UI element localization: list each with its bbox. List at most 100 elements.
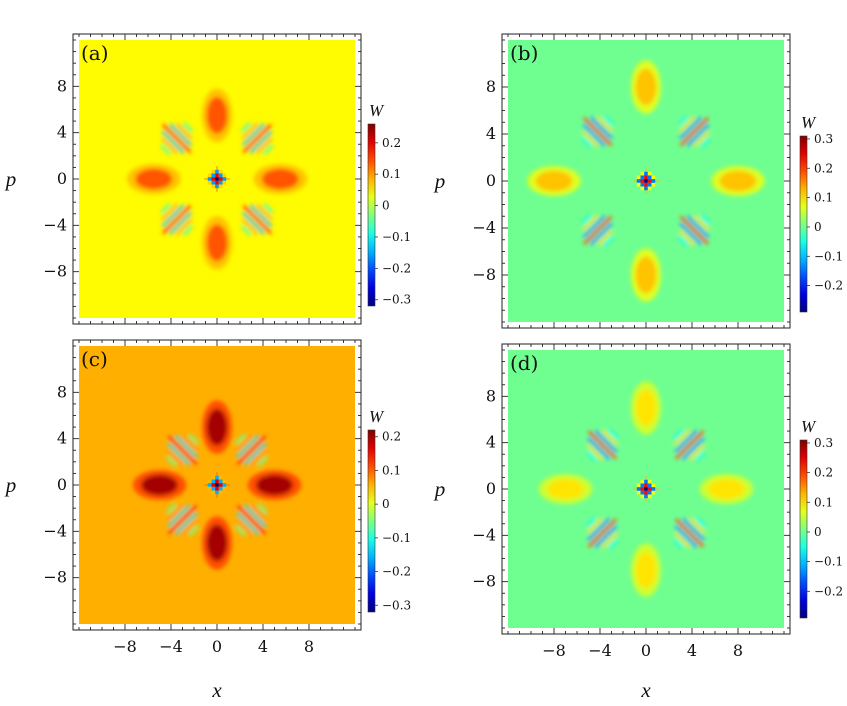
- fringe-band: [678, 236, 689, 247]
- fringe-band: [596, 116, 614, 133]
- fringe-band: [166, 503, 177, 514]
- center-cell: [651, 182, 656, 187]
- interference-fringe: [160, 122, 193, 155]
- center-cell: [218, 169, 223, 174]
- interference-fringe: [581, 115, 614, 148]
- colorbar-tick-label: 0: [814, 525, 822, 539]
- center-cell: [644, 490, 648, 495]
- center-cell: [636, 487, 641, 491]
- tick-marks: [73, 340, 361, 630]
- center-cell: [640, 171, 645, 176]
- fringe-band: [257, 503, 268, 514]
- colorbar-tick-label: −0.2: [382, 261, 411, 275]
- y-tick-label: 8: [486, 77, 496, 96]
- center-cell: [647, 487, 652, 491]
- fringe-band: [242, 123, 265, 147]
- colorbar-tick-label: 0.2: [382, 136, 401, 150]
- center-cell: [207, 177, 212, 181]
- fringe-band: [693, 130, 710, 148]
- tick-marks: [502, 34, 790, 328]
- center-cell: [644, 479, 648, 484]
- center-cell: [211, 169, 216, 174]
- fringe-band: [161, 130, 185, 154]
- fringe-band: [682, 437, 705, 460]
- center-cell: [640, 494, 645, 499]
- center-cell: [211, 177, 216, 181]
- fringe-band: [166, 456, 177, 467]
- fringe-band: [586, 516, 597, 528]
- fringe-band: [250, 449, 267, 466]
- fringe-band: [249, 204, 273, 228]
- lobe-peak: [261, 168, 299, 190]
- fringe-band: [590, 116, 613, 140]
- fringe-band: [674, 525, 698, 548]
- fringe-band: [686, 215, 710, 238]
- center-cell: [636, 175, 641, 180]
- x-tick-label: 8: [304, 637, 314, 656]
- fringe-band: [581, 137, 592, 148]
- colorbar-tick-label: 0: [382, 199, 390, 213]
- fringe-band: [700, 137, 711, 148]
- tick-marks: [73, 34, 361, 324]
- colorbar-tick-label: 0.1: [382, 463, 401, 477]
- fringe-band: [167, 504, 191, 528]
- heatmap-area: [79, 346, 355, 624]
- fringe-band: [582, 130, 599, 148]
- colorbar-tick-label: 0.1: [814, 495, 833, 509]
- center-interference: [633, 476, 659, 502]
- fringe-band: [182, 225, 193, 236]
- lobe-peak: [547, 478, 584, 500]
- fringe-band: [167, 442, 191, 466]
- fringe-band: [174, 512, 198, 535]
- fringe-band: [236, 434, 253, 452]
- fringe-band: [241, 225, 252, 236]
- panel-label: (b): [510, 41, 538, 65]
- panel-label: (a): [81, 41, 109, 65]
- fringe-band: [675, 518, 704, 548]
- center-cell: [215, 169, 219, 174]
- fringe-band: [674, 429, 691, 446]
- colorbar: [799, 439, 808, 619]
- interference-fringe: [235, 434, 268, 467]
- center-cell: [218, 173, 223, 178]
- center-cell: [218, 180, 223, 185]
- y-tick-label: −4: [472, 525, 496, 544]
- interference-fringe: [241, 203, 274, 236]
- center-cell: [636, 483, 641, 488]
- fringe-band: [582, 214, 599, 232]
- x-tick-label: −8: [113, 637, 137, 656]
- fringe-band: [237, 505, 266, 535]
- colorbar-tick-label: −0.2: [814, 584, 843, 598]
- interference-fringe: [678, 214, 711, 247]
- colorbar-tick-label: 0.3: [814, 132, 833, 146]
- fringe-band: [168, 505, 197, 535]
- panel-a: 8 4 0 −4 −8 p (a) 0.2 0.1 0 −0.1 −0.2 −0.3 W: [4, 33, 411, 325]
- lobe-peak: [206, 408, 228, 446]
- colorbar-tick-label: −0.1: [382, 230, 411, 244]
- center-cell: [644, 494, 648, 499]
- fringe-band: [680, 216, 709, 245]
- center-cell: [215, 184, 219, 189]
- fringe-band: [594, 430, 618, 453]
- fringe-band: [237, 435, 266, 465]
- center-cell: [644, 179, 648, 183]
- colorbar: [799, 135, 808, 313]
- interference-fringe: [166, 503, 199, 536]
- lobe-peak: [206, 224, 228, 262]
- colorbar-tick-label: −0.3: [382, 598, 411, 612]
- y-tick-label: 0: [57, 169, 67, 188]
- center-cell: [636, 490, 641, 495]
- x-tick-label: −4: [159, 637, 183, 656]
- colorbar-tick-label: 0.1: [814, 191, 833, 205]
- fringe-band: [263, 203, 274, 214]
- center-cell: [647, 494, 652, 499]
- fringe-band: [678, 116, 696, 133]
- center-cell: [651, 179, 656, 183]
- fringe-band: [181, 518, 198, 536]
- lobe-peak: [635, 256, 657, 294]
- interference-fringe: [160, 203, 193, 236]
- fringe-band: [160, 203, 171, 214]
- x-tick-label: 4: [258, 637, 268, 656]
- panel-b: 8 4 0 −4 −8 p (b) 0.3 0.2 0.1 0 −0.1 −0.2 W: [433, 33, 843, 329]
- y-tick-label: 4: [57, 123, 67, 142]
